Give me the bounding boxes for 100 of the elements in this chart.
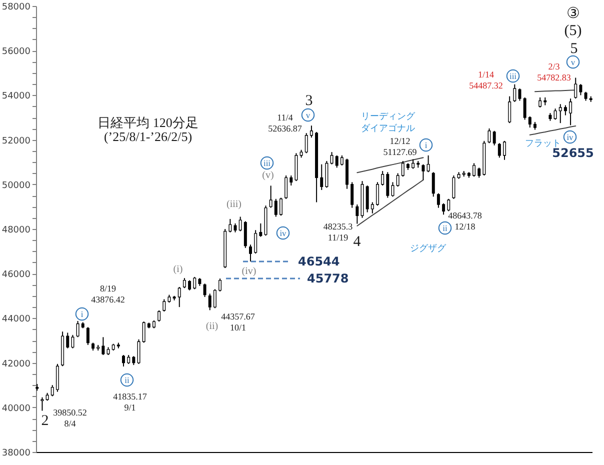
annotation: ii bbox=[124, 375, 130, 385]
candlestick bbox=[356, 204, 359, 224]
annotation: 52655 bbox=[552, 146, 594, 160]
candlestick bbox=[218, 278, 222, 292]
annotation: 1/14 54487.32 bbox=[469, 70, 503, 90]
annotation: ダイアゴナル bbox=[361, 123, 415, 134]
candlestick bbox=[193, 276, 196, 290]
candlestick bbox=[472, 162, 476, 178]
y-tick-label: 50000 bbox=[2, 180, 31, 191]
candlestick bbox=[574, 77, 578, 100]
text: 日経平均 120分足 bbox=[98, 115, 198, 130]
annotation: (v) bbox=[262, 170, 274, 181]
y-tick-label: 42000 bbox=[2, 359, 31, 370]
annotation: ジグザグ bbox=[410, 243, 447, 254]
annotation: (iv) bbox=[242, 266, 256, 277]
candlestick bbox=[492, 130, 496, 146]
candlestick bbox=[401, 160, 404, 178]
candlestick bbox=[162, 298, 166, 312]
candlestick bbox=[178, 286, 181, 308]
candlestick bbox=[254, 230, 258, 254]
candlestick bbox=[320, 164, 324, 190]
candlestick bbox=[554, 108, 557, 120]
y-tick-label: 52000 bbox=[2, 136, 31, 146]
y-tick-label: 56000 bbox=[2, 47, 31, 58]
candlestick bbox=[208, 293, 212, 311]
y-tick-label: 48000 bbox=[2, 226, 31, 236]
line-series bbox=[529, 125, 576, 136]
annotation: iv bbox=[280, 228, 288, 238]
annotation: 12/12 51127.69 bbox=[383, 136, 418, 157]
candlestick bbox=[391, 182, 394, 198]
candlestick bbox=[244, 220, 247, 248]
annotation: i bbox=[80, 309, 84, 319]
candlestick bbox=[366, 185, 369, 213]
annotation: 8/19 43876.42 bbox=[91, 284, 125, 304]
candlestick bbox=[259, 222, 262, 238]
candlestick bbox=[71, 334, 74, 349]
y-tick-label: 58000 bbox=[2, 2, 31, 12]
y-tick-label: 46000 bbox=[2, 270, 31, 280]
candlestick bbox=[238, 216, 242, 232]
candlestick bbox=[122, 354, 125, 367]
candlestick bbox=[310, 125, 313, 138]
annotation: 48235.3 11/19 bbox=[323, 222, 354, 242]
candlestick bbox=[442, 202, 446, 216]
candlestick bbox=[284, 174, 288, 200]
candlestick bbox=[498, 142, 501, 158]
annotation: i bbox=[424, 140, 428, 150]
annotation: ③ bbox=[566, 6, 580, 22]
text: (’25/8/1-’26/2/5) bbox=[104, 129, 192, 144]
candlestick bbox=[304, 132, 308, 154]
candlestick bbox=[325, 160, 328, 188]
line-series bbox=[356, 179, 424, 226]
candlestick bbox=[142, 321, 146, 344]
candlestick bbox=[508, 96, 512, 124]
candlestick bbox=[386, 172, 390, 198]
candlestick bbox=[376, 182, 379, 206]
candlestick bbox=[528, 116, 532, 128]
candlestick bbox=[102, 336, 105, 356]
annotation: (ii) bbox=[206, 321, 218, 332]
candlestick bbox=[350, 182, 354, 208]
ref-line-label: 45778 bbox=[307, 272, 349, 286]
candlestick bbox=[396, 172, 400, 188]
candlestick bbox=[452, 174, 456, 200]
annotation: 3 bbox=[305, 93, 313, 109]
candlestick bbox=[564, 104, 567, 116]
candlestick bbox=[182, 278, 186, 289]
candlestick bbox=[249, 244, 252, 262]
annotation: (i) bbox=[173, 264, 183, 275]
annotation: 41835.17 9/1 bbox=[113, 392, 148, 412]
candlestick bbox=[523, 96, 526, 120]
annotation: v bbox=[306, 110, 311, 120]
candlestick bbox=[86, 326, 90, 346]
y-tick-label: 54000 bbox=[2, 92, 31, 102]
candlestick bbox=[432, 172, 435, 198]
annotation: iv bbox=[566, 132, 574, 142]
candlestick bbox=[158, 310, 161, 322]
annotation: 4 bbox=[353, 234, 362, 250]
candlestick bbox=[518, 88, 522, 102]
candlestick bbox=[76, 320, 80, 338]
annotation: 2 bbox=[41, 413, 49, 429]
candlestick bbox=[50, 384, 54, 397]
candlestick bbox=[381, 170, 384, 186]
candlestick bbox=[40, 396, 44, 412]
candlestick bbox=[137, 338, 140, 364]
y-tick-label: 44000 bbox=[2, 314, 31, 325]
annotation: フラット bbox=[525, 139, 561, 149]
candlestick bbox=[290, 174, 293, 186]
candlestick bbox=[340, 154, 344, 166]
candlestick bbox=[569, 98, 572, 126]
candlestick bbox=[213, 288, 216, 309]
ref-line-label: 46544 bbox=[298, 254, 340, 268]
annotation: (iii) bbox=[226, 199, 242, 210]
candlestick bbox=[330, 152, 334, 165]
candlestick bbox=[66, 332, 70, 349]
candlestick bbox=[269, 185, 272, 208]
annotation: 5 bbox=[570, 41, 578, 57]
annotation: 39850.52 8/4 bbox=[53, 408, 87, 428]
candlestick bbox=[279, 197, 282, 216]
candlestick bbox=[538, 96, 542, 108]
candlestick bbox=[447, 198, 450, 212]
candlestick bbox=[370, 202, 374, 214]
